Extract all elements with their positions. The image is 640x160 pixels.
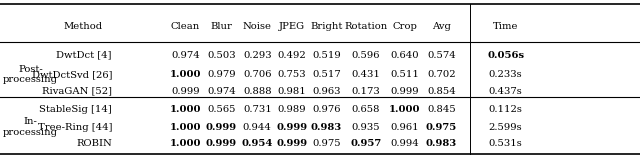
Text: RivaGAN [52]: RivaGAN [52] [42,87,112,96]
Text: Rotation: Rotation [344,22,388,31]
Text: JPEG: JPEG [279,22,305,31]
Text: 0.517: 0.517 [312,70,340,79]
Text: 0.565: 0.565 [207,105,236,114]
Text: 0.963: 0.963 [312,87,340,96]
Text: 2.599s: 2.599s [489,123,522,132]
Text: 0.989: 0.989 [278,105,306,114]
Text: 0.944: 0.944 [243,123,272,132]
Text: 0.574: 0.574 [428,51,456,60]
Text: Tree-Ring [44]: Tree-Ring [44] [38,123,112,132]
Text: 0.999: 0.999 [206,140,237,148]
Text: Crop: Crop [392,22,417,31]
Text: 0.994: 0.994 [390,140,419,148]
Text: 0.999: 0.999 [172,87,200,96]
Text: Avg: Avg [432,22,451,31]
Text: 0.511: 0.511 [390,70,419,79]
Text: 0.974: 0.974 [207,87,236,96]
Text: 0.854: 0.854 [428,87,456,96]
Text: 0.431: 0.431 [351,70,381,79]
Text: 0.845: 0.845 [428,105,456,114]
Text: Method: Method [63,22,103,31]
Text: Post-
processing: Post- processing [3,65,58,84]
Text: Blur: Blur [211,22,232,31]
Text: Noise: Noise [243,22,272,31]
Text: 0.596: 0.596 [352,51,380,60]
Text: 0.519: 0.519 [312,51,340,60]
Text: Clean: Clean [171,22,200,31]
Text: 0.112s: 0.112s [489,105,522,114]
Text: 0.975: 0.975 [312,140,340,148]
Text: 0.954: 0.954 [241,140,273,148]
Text: 0.983: 0.983 [426,140,457,148]
Text: 0.999: 0.999 [390,87,419,96]
Text: 1.000: 1.000 [170,140,202,148]
Text: DwtDct [4]: DwtDct [4] [56,51,112,60]
Text: 0.706: 0.706 [243,70,271,79]
Text: 1.000: 1.000 [170,70,202,79]
Text: 0.999: 0.999 [206,123,237,132]
Text: 0.957: 0.957 [351,140,381,148]
Text: 0.173: 0.173 [352,87,380,96]
Text: 0.492: 0.492 [278,51,306,60]
Text: ROBIN: ROBIN [76,140,112,148]
Text: 0.974: 0.974 [172,51,200,60]
Text: 0.961: 0.961 [390,123,419,132]
Text: 0.531s: 0.531s [489,140,522,148]
Text: 0.976: 0.976 [312,105,340,114]
Text: 0.503: 0.503 [207,51,236,60]
Text: StableSig [14]: StableSig [14] [39,105,112,114]
Text: 0.437s: 0.437s [489,87,522,96]
Text: 0.056s: 0.056s [487,51,524,60]
Text: 0.983: 0.983 [311,123,342,132]
Text: In-
processing: In- processing [3,117,58,137]
Text: 0.888: 0.888 [243,87,271,96]
Text: 0.999: 0.999 [276,123,307,132]
Text: 0.975: 0.975 [426,123,457,132]
Text: 0.640: 0.640 [390,51,419,60]
Text: 1.000: 1.000 [388,105,420,114]
Text: 0.731: 0.731 [243,105,271,114]
Text: Bright: Bright [310,22,342,31]
Text: 1.000: 1.000 [170,123,202,132]
Text: 0.293: 0.293 [243,51,271,60]
Text: DwtDctSvd [26]: DwtDctSvd [26] [31,70,112,79]
Text: 0.753: 0.753 [278,70,306,79]
Text: 1.000: 1.000 [170,105,202,114]
Text: 0.233s: 0.233s [489,70,522,79]
Text: 0.981: 0.981 [278,87,306,96]
Text: 0.702: 0.702 [428,70,456,79]
Text: 0.999: 0.999 [276,140,307,148]
Text: Time: Time [493,22,518,31]
Text: 0.658: 0.658 [352,105,380,114]
Text: 0.979: 0.979 [207,70,236,79]
Text: 0.935: 0.935 [352,123,380,132]
